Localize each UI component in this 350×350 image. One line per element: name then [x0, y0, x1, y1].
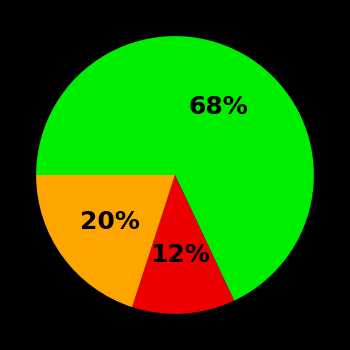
Text: 12%: 12% — [150, 243, 210, 267]
Wedge shape — [132, 175, 234, 314]
Text: 20%: 20% — [80, 210, 140, 234]
Wedge shape — [36, 175, 175, 307]
Text: 68%: 68% — [188, 95, 248, 119]
Wedge shape — [36, 36, 314, 301]
